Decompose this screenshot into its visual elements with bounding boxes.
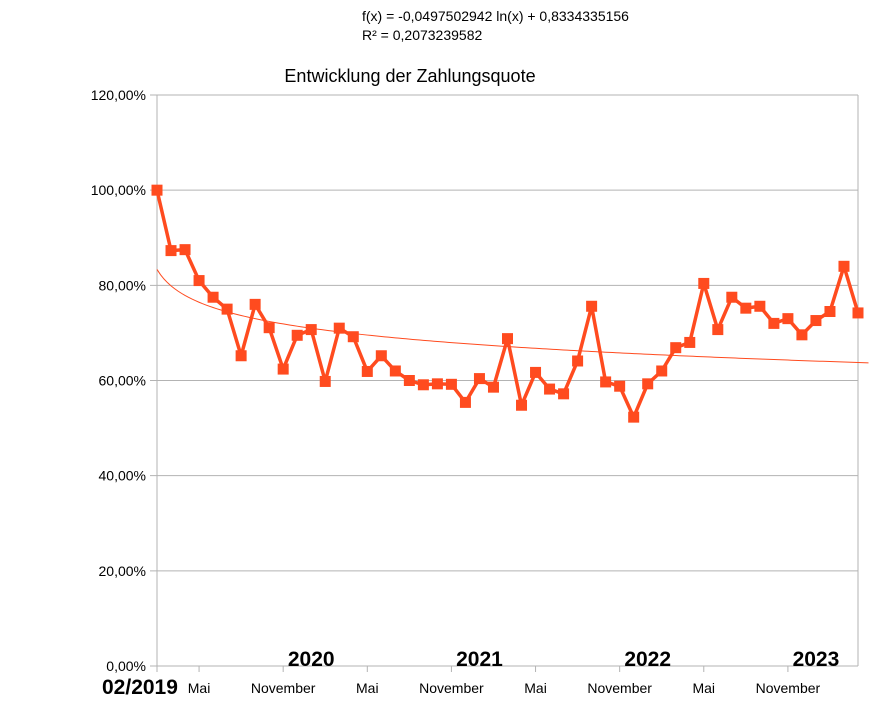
data-point [235, 350, 247, 362]
chart-title: Entwicklung der Zahlungsquote [284, 66, 535, 86]
x-year-label: 2023 [793, 648, 840, 671]
data-point [403, 375, 415, 386]
y-tick-label: 20,00% [99, 563, 146, 579]
data-point [347, 331, 359, 343]
x-month-label: Mai [188, 680, 211, 696]
data-point [838, 260, 850, 272]
trendline-curve [156, 269, 869, 364]
x-month-label: Mai [524, 680, 547, 696]
trendline-equation: f(x) = -0,0497502942 ln(x) + 0,833433515… [362, 8, 629, 24]
data-point [473, 373, 485, 385]
data-point [642, 378, 654, 390]
trendline-r-squared: R² = 0,2073239582 [362, 27, 482, 43]
y-tick-label: 0,00% [106, 658, 146, 674]
data-point [319, 375, 331, 387]
data-point [431, 378, 443, 390]
data-point [291, 329, 303, 341]
data-point [614, 380, 626, 392]
y-tick-label: 120,00% [91, 87, 146, 103]
data-point [600, 376, 612, 388]
data-point [487, 381, 499, 393]
data-point [726, 291, 738, 303]
x-year-label: 2022 [624, 648, 671, 671]
data-point [670, 342, 682, 354]
data-point [544, 383, 556, 395]
x-month-label: Mai [356, 680, 379, 696]
data-point [459, 396, 471, 408]
data-point [754, 300, 766, 312]
data-point [207, 291, 219, 303]
data-point [221, 303, 233, 315]
y-tick-label: 100,00% [91, 182, 146, 198]
data-point [656, 365, 668, 377]
axes [156, 95, 859, 672]
trendline [156, 269, 869, 364]
data-point [586, 300, 598, 312]
x-month-label: November [756, 680, 821, 696]
data-point [516, 399, 528, 411]
x-month-label: November [251, 680, 316, 696]
data-point [740, 302, 752, 314]
y-tick-label: 80,00% [99, 277, 146, 293]
data-point [572, 355, 584, 367]
data-point [361, 365, 373, 377]
data-point [796, 329, 808, 341]
data-point [782, 313, 794, 325]
x-month-label: Mai [692, 680, 715, 696]
data-point [389, 365, 401, 377]
y-tick-label: 60,00% [99, 373, 146, 389]
data-point [165, 245, 177, 257]
x-start-label: 02/2019 [102, 676, 178, 697]
y-tick-label: 40,00% [99, 468, 146, 484]
data-point [558, 388, 570, 400]
data-series [151, 184, 864, 423]
gridlines [150, 94, 858, 667]
data-point [151, 184, 163, 196]
data-point [417, 379, 429, 391]
data-point [179, 244, 191, 256]
series-line [155, 189, 860, 419]
data-point [249, 298, 261, 310]
data-point [263, 322, 275, 334]
data-point [530, 366, 542, 378]
data-point [768, 317, 780, 329]
data-point [277, 363, 289, 375]
data-point [193, 275, 205, 287]
x-year-label: 2021 [456, 648, 503, 671]
data-point [375, 350, 387, 362]
data-point [502, 333, 513, 345]
x-year-label: 2020 [288, 648, 335, 671]
data-point [824, 306, 836, 318]
data-point [810, 315, 822, 327]
data-point [333, 322, 345, 334]
data-point [698, 277, 710, 289]
data-point [852, 307, 864, 319]
x-month-label: November [419, 680, 484, 696]
x-month-label: November [587, 680, 652, 696]
data-point [628, 411, 640, 423]
data-point [712, 324, 724, 336]
data-point [684, 336, 696, 348]
data-point [305, 324, 317, 336]
tick-labels: 0,00% 20,00% 40,00% 60,00% 80,00% 100,00% 120,… [91, 87, 840, 699]
data-point [445, 378, 457, 390]
